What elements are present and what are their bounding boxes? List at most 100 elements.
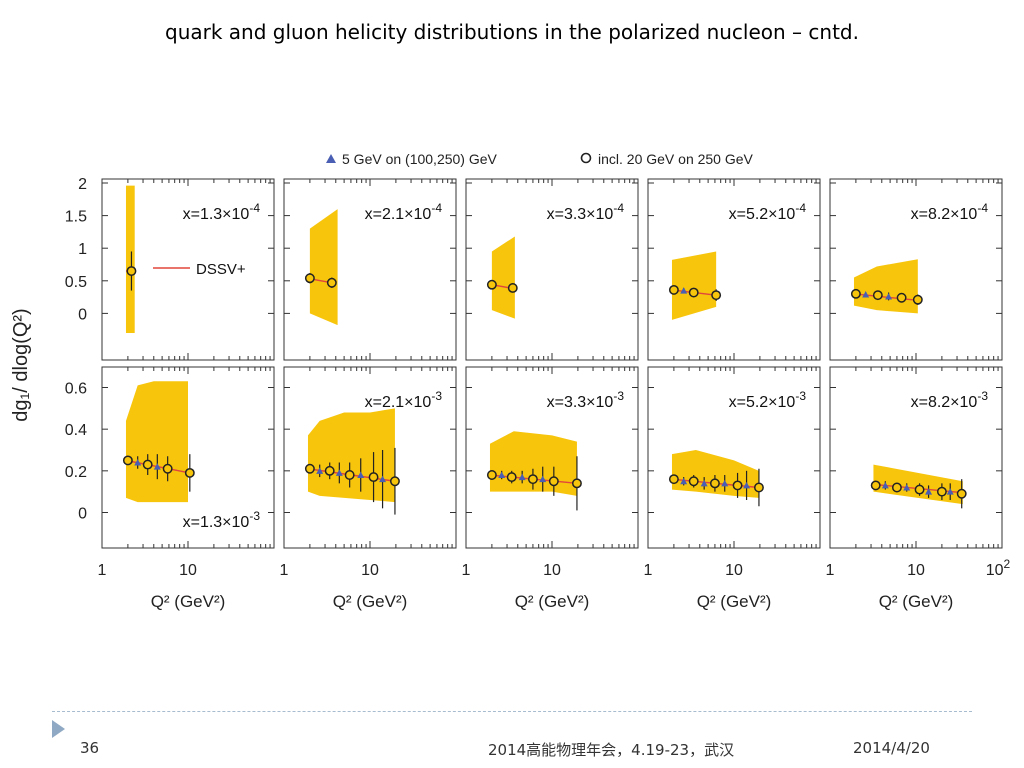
y-tick-label: 1.5 <box>65 209 87 226</box>
triangle-point <box>903 484 911 491</box>
circle-point <box>753 482 764 493</box>
x-axis-label: Q² (GeV²) <box>697 592 772 611</box>
circle-point <box>184 467 195 478</box>
uncertainty-band <box>671 251 717 320</box>
circle-point <box>668 474 679 485</box>
triangle-point <box>316 467 324 474</box>
x-tick-label: 1 <box>644 562 653 579</box>
y-tick-label: 2 <box>78 176 87 193</box>
circle-point <box>850 288 861 299</box>
circle-point <box>732 480 743 491</box>
y-tick-label: 1 <box>78 241 87 258</box>
legend-triangle-label: 5 GeV on (100,250) GeV <box>342 151 498 167</box>
triangle-point <box>379 475 387 483</box>
circle-point <box>870 480 881 491</box>
legend-circle-marker <box>580 152 592 164</box>
x-tick-label: 10 <box>907 562 925 579</box>
panel-x-label: x=3.3×10-3 <box>547 389 625 411</box>
y-tick-label: 0 <box>78 506 87 523</box>
chart-panel: x=5.2×10-3 <box>647 366 821 549</box>
panel-x-label: x=5.2×10-4 <box>729 201 807 223</box>
legend-dssv-label: DSSV+ <box>196 261 246 278</box>
circle-point <box>324 465 335 476</box>
panel-x-label: x=1.3×10-3 <box>183 509 261 531</box>
triangle-point <box>862 290 870 298</box>
x-axis-label: Q² (GeV²) <box>515 592 590 611</box>
circle-point <box>668 284 679 295</box>
panel-x-label: x=2.1×10-3 <box>365 389 443 411</box>
circle-point <box>368 472 379 483</box>
circle-point <box>872 290 883 301</box>
footer-arrow-icon <box>52 720 65 738</box>
panel-x-label: x=2.1×10-4 <box>365 201 443 223</box>
triangle-point <box>539 475 547 483</box>
chart-panel: x=3.3×10-3 <box>465 366 639 549</box>
y-tick-label: 0.4 <box>65 422 87 439</box>
circle-point <box>486 279 497 290</box>
circle-point <box>122 455 133 466</box>
x-tick-label: 1 <box>98 562 107 579</box>
triangle-point <box>518 473 526 481</box>
chart-panel: x=3.3×10-4 <box>465 178 639 361</box>
x-tick-label: 10 <box>725 562 743 579</box>
uncertainty-band <box>125 381 188 503</box>
triangle-point <box>680 477 688 485</box>
circle-point <box>912 294 923 305</box>
chart-legend: 5 GeV on (100,250) GeV incl. 20 GeV on 25… <box>326 151 754 167</box>
triangle-point <box>134 459 142 466</box>
y-tick-label: 0.2 <box>65 464 87 481</box>
x-tick-label: 10 <box>361 562 379 579</box>
circle-point <box>956 488 967 499</box>
circle-point <box>688 287 699 298</box>
circle-point <box>304 463 315 474</box>
slide-title: quark and gluon helicity distributions i… <box>165 20 859 44</box>
circle-point <box>936 486 947 497</box>
chart-panel: x=2.1×10-4 <box>283 178 457 361</box>
triangle-point <box>680 287 688 294</box>
y-axis-label: dg₁/ dlog(Q²) <box>10 308 32 421</box>
chart-panel: x=8.2×10-3 <box>829 366 1003 549</box>
uncertainty-band <box>853 259 918 314</box>
triangle-point <box>925 488 933 495</box>
footer-page-number: 36 <box>80 739 100 757</box>
uncertainty-band <box>491 236 515 319</box>
circle-point <box>389 476 400 487</box>
y-tick-label: 0.6 <box>65 381 87 398</box>
panel-x-label: x=8.2×10-3 <box>911 389 989 411</box>
circle-point <box>126 266 137 276</box>
y-tick-label: 0.5 <box>65 274 87 291</box>
panel-x-label: x=3.3×10-4 <box>547 201 625 223</box>
uncertainty-band <box>309 209 338 326</box>
x-tick-label: 1 <box>280 562 289 579</box>
footer-date: 2014/4/20 <box>853 739 930 757</box>
circle-point <box>162 463 173 474</box>
circle-point <box>506 472 517 483</box>
x-tick-label: 1 <box>462 562 471 579</box>
chart-panel: x=5.2×10-4 <box>647 178 821 361</box>
x-tick-label: 102 <box>986 557 1011 579</box>
circle-point <box>507 283 518 293</box>
triangle-point <box>357 471 365 478</box>
circle-point <box>486 470 497 480</box>
y-tick-label: 0 <box>78 306 87 323</box>
triangle-point <box>153 463 161 470</box>
circle-point <box>711 290 722 301</box>
triangle-point <box>946 488 954 495</box>
panel-x-label: x=1.3×10-4 <box>183 201 261 223</box>
triangle-point <box>700 479 708 487</box>
x-axis-label: Q² (GeV²) <box>151 592 226 611</box>
circle-point <box>142 459 153 470</box>
chart-panel: x=1.3×10-3 <box>101 366 275 549</box>
uncertainty-band <box>307 408 395 503</box>
circle-point <box>896 292 907 303</box>
triangle-point <box>721 479 729 487</box>
x-tick-label: 10 <box>543 562 561 579</box>
circle-point <box>688 476 699 487</box>
circle-point <box>891 482 902 493</box>
x-axis-label: Q² (GeV²) <box>333 592 408 611</box>
x-tick-label: 1 <box>826 562 835 579</box>
footer-divider <box>52 711 972 712</box>
circle-point <box>914 484 925 495</box>
helicity-chart-figure: 5 GeV on (100,250) GeV incl. 20 GeV on 25… <box>10 151 1011 611</box>
triangle-point <box>743 481 751 489</box>
